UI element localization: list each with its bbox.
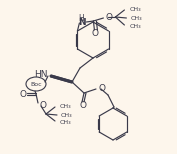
Text: Boc: Boc	[30, 81, 42, 87]
Text: CH₃: CH₃	[129, 6, 141, 12]
Text: CH₃: CH₃	[60, 120, 72, 124]
Text: O: O	[98, 83, 105, 93]
Text: O: O	[39, 101, 46, 109]
Text: CH₃: CH₃	[61, 113, 73, 118]
Text: O: O	[105, 12, 112, 22]
Text: CH₃: CH₃	[130, 16, 142, 20]
Text: H: H	[79, 14, 84, 22]
Text: N: N	[79, 18, 86, 26]
Text: O: O	[92, 28, 99, 38]
Text: O: O	[79, 101, 87, 109]
Text: CH₃: CH₃	[60, 103, 72, 109]
Text: HN: HN	[35, 69, 48, 79]
Text: O: O	[19, 89, 27, 99]
Text: CH₃: CH₃	[129, 24, 141, 28]
